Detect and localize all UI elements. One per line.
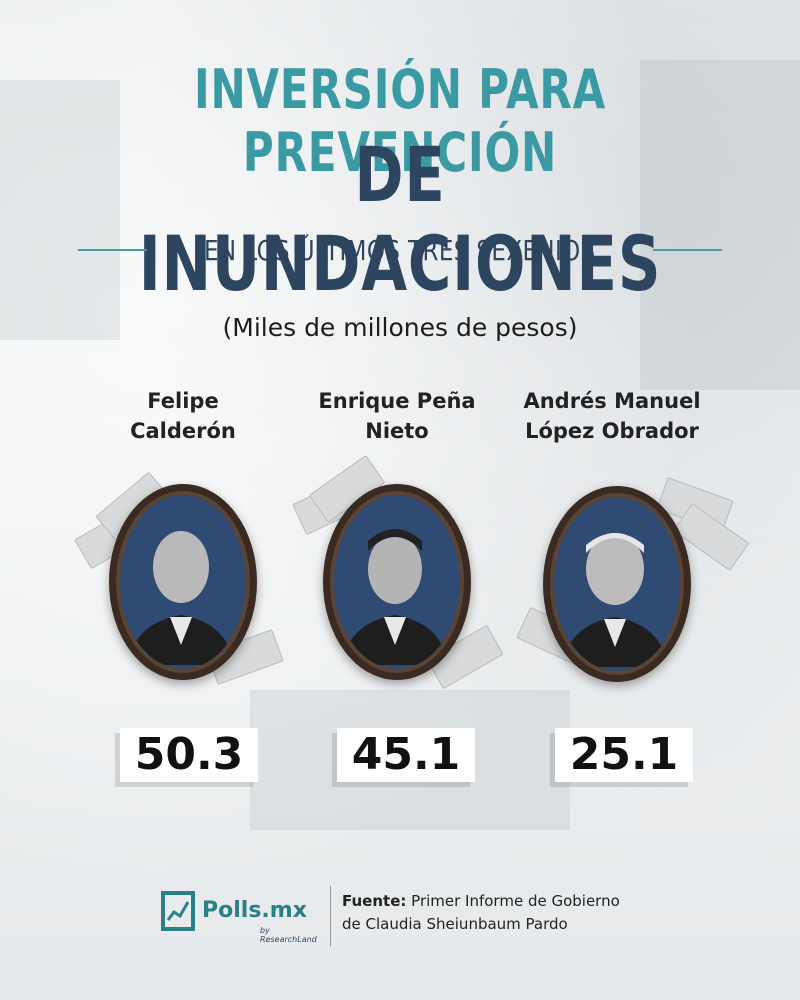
- person-name-calderon: Felipe Calderón: [63, 386, 303, 446]
- person-name-line1: Andrés Manuel: [523, 389, 701, 413]
- person-name-pena-nieto: Enrique Peña Nieto: [277, 386, 517, 446]
- person-name-line1: Felipe: [147, 389, 219, 413]
- portrait-frame-pena-nieto: [323, 484, 471, 680]
- portrait-pena-nieto: [334, 495, 460, 669]
- source-label: Fuente:: [342, 892, 407, 910]
- person-silhouette-icon: [562, 533, 668, 667]
- value-calderon: 50.3: [120, 728, 258, 782]
- subtitle: EN LOS ÚLTIMOS TRES SEXENIOS: [204, 233, 596, 267]
- chart-logo-icon: [161, 891, 195, 931]
- person-name-line1: Enrique Peña: [318, 389, 476, 413]
- person-name-line2: Calderón: [130, 419, 236, 443]
- portrait-calderon: [120, 495, 246, 669]
- person-name-line2: López Obrador: [525, 419, 699, 443]
- value-pena-nieto: 45.1: [337, 728, 475, 782]
- title-line-1: INVERSIÓN PARA PREVENCIÓN: [193, 58, 607, 184]
- person-name-line2: Nieto: [365, 419, 429, 443]
- subtitle-rule-right: [652, 249, 723, 251]
- portrait-lopez-obrador: [554, 497, 680, 671]
- person-silhouette-icon: [128, 531, 234, 665]
- source-note: Fuente: Primer Informe de Gobierno de Cl…: [342, 890, 642, 936]
- subtitle-rule-left: [78, 249, 148, 251]
- logo-text: Polls.mx: [202, 898, 307, 923]
- footer-divider: [330, 886, 331, 946]
- background-building: [640, 60, 800, 390]
- value-lopez-obrador: 25.1: [555, 728, 693, 782]
- person-silhouette-icon: [342, 529, 448, 665]
- unit-label: (Miles de millones de pesos): [222, 313, 578, 342]
- logo-subtext: by ResearchLand: [260, 926, 317, 944]
- background-building: [0, 80, 120, 340]
- person-name-lopez-obrador: Andrés Manuel López Obrador: [492, 386, 732, 446]
- subtitle-row: EN LOS ÚLTIMOS TRES SEXENIOS: [78, 232, 723, 268]
- source-text: Primer Informe de Gobierno de Claudia Sh…: [342, 892, 620, 933]
- title-line-2: DE INUNDACIONES: [138, 130, 662, 308]
- portrait-frame-lopez-obrador: [543, 486, 691, 682]
- portrait-frame-calderon: [109, 484, 257, 680]
- polls-logo: Polls.mx by ResearchLand: [160, 888, 320, 944]
